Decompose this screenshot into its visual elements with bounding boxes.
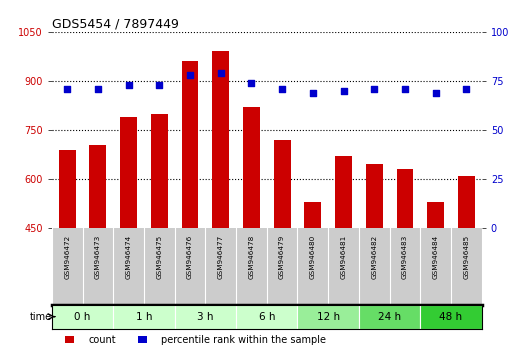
Bar [420,305,482,329]
Text: GSM946474: GSM946474 [125,234,132,279]
Bar [359,305,420,329]
Text: GDS5454 / 7897449: GDS5454 / 7897449 [52,18,179,31]
Point [63,86,71,92]
Point [186,72,194,78]
Bar [113,305,175,329]
Bar [458,176,475,354]
Bar [366,164,383,354]
Text: 48 h: 48 h [439,312,463,322]
Point [401,86,409,92]
Bar [59,150,76,354]
Bar [212,51,229,354]
Text: 3 h: 3 h [197,312,213,322]
Bar [396,169,413,354]
Text: count: count [89,335,116,344]
Point [309,90,317,96]
Bar [427,202,444,354]
Bar [120,117,137,354]
Text: GSM946484: GSM946484 [433,234,439,279]
Bar [335,156,352,354]
Bar [274,140,291,354]
Text: GSM946477: GSM946477 [218,234,224,279]
Text: GSM946478: GSM946478 [249,234,254,279]
Text: GSM946473: GSM946473 [95,234,101,279]
Point [124,82,133,88]
Text: GSM946472: GSM946472 [64,234,70,279]
Text: GSM946476: GSM946476 [187,234,193,279]
Bar [297,305,359,329]
Text: 1 h: 1 h [136,312,152,322]
Bar [52,305,113,329]
Text: GSM946482: GSM946482 [371,234,377,279]
Point [247,80,255,86]
Text: 24 h: 24 h [378,312,401,322]
Point [94,86,102,92]
Bar [90,145,106,354]
Bar [181,61,198,354]
Text: GSM946483: GSM946483 [402,234,408,279]
Text: GSM946479: GSM946479 [279,234,285,279]
Text: GSM946481: GSM946481 [340,234,347,279]
Text: percentile rank within the sample: percentile rank within the sample [162,335,326,344]
Text: 6 h: 6 h [258,312,275,322]
Text: GSM946475: GSM946475 [156,234,162,279]
Point [370,86,378,92]
Point [431,90,440,96]
Text: 12 h: 12 h [316,312,340,322]
Bar [243,107,260,354]
Text: GSM946480: GSM946480 [310,234,316,279]
Text: 0 h: 0 h [74,312,91,322]
Bar [175,305,236,329]
Point [339,88,348,93]
Point [278,86,286,92]
Bar [65,336,74,343]
Text: time: time [30,312,52,322]
Bar [236,305,297,329]
Bar [151,114,168,354]
Point [217,70,225,76]
Text: GSM946485: GSM946485 [464,234,469,279]
Point [155,82,164,88]
Bar [138,336,147,343]
Point [462,86,470,92]
Bar [305,202,321,354]
